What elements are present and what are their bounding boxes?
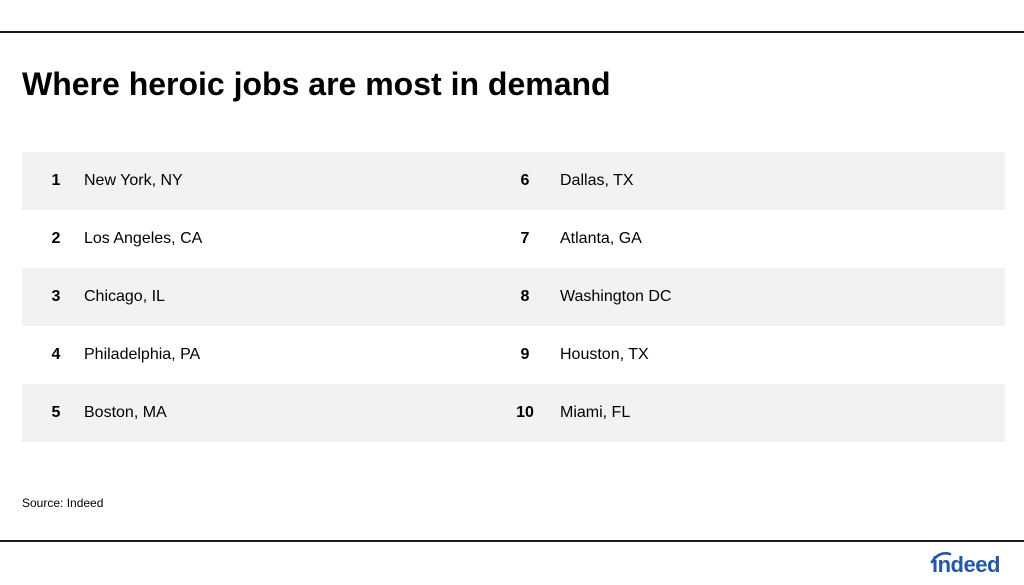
rank-number: 5 bbox=[51, 404, 61, 421]
rank-number: 9 bbox=[520, 346, 530, 363]
city-name: Miami, FL bbox=[560, 404, 631, 421]
city-name: Dallas, TX bbox=[560, 172, 634, 189]
bottom-divider bbox=[0, 540, 1024, 542]
rank-number: 2 bbox=[51, 230, 61, 247]
indeed-logo: indeed bbox=[930, 550, 1010, 580]
logo-wordmark: indeed bbox=[932, 552, 1000, 577]
table-row: 2 Los Angeles, CA 7 Atlanta, GA bbox=[22, 210, 1005, 268]
rankings-table: 1 New York, NY 6 Dallas, TX 2 Los Angele… bbox=[22, 152, 1005, 442]
source-note: Source: Indeed bbox=[22, 496, 104, 510]
city-name: Chicago, IL bbox=[84, 288, 165, 305]
page-title: Where heroic jobs are most in demand bbox=[22, 66, 611, 102]
rank-number: 10 bbox=[516, 404, 534, 421]
city-name: Philadelphia, PA bbox=[84, 346, 201, 363]
city-name: Boston, MA bbox=[84, 404, 167, 421]
rank-number: 1 bbox=[51, 172, 61, 189]
city-name: Washington DC bbox=[560, 288, 672, 305]
city-name: Houston, TX bbox=[560, 346, 649, 363]
top-divider bbox=[0, 31, 1024, 33]
city-name: New York, NY bbox=[84, 172, 183, 189]
logo-arc-icon bbox=[930, 552, 952, 564]
rank-number: 8 bbox=[520, 288, 530, 305]
rank-number: 3 bbox=[51, 288, 61, 305]
table-row: 4 Philadelphia, PA 9 Houston, TX bbox=[22, 326, 1005, 384]
rank-number: 7 bbox=[520, 230, 530, 247]
table-row: 5 Boston, MA 10 Miami, FL bbox=[22, 384, 1005, 442]
rank-number: 6 bbox=[520, 172, 530, 189]
city-name: Los Angeles, CA bbox=[84, 230, 203, 247]
table-row: 1 New York, NY 6 Dallas, TX bbox=[22, 152, 1005, 210]
table-row: 3 Chicago, IL 8 Washington DC bbox=[22, 268, 1005, 326]
rank-number: 4 bbox=[51, 346, 61, 363]
city-name: Atlanta, GA bbox=[560, 230, 642, 247]
